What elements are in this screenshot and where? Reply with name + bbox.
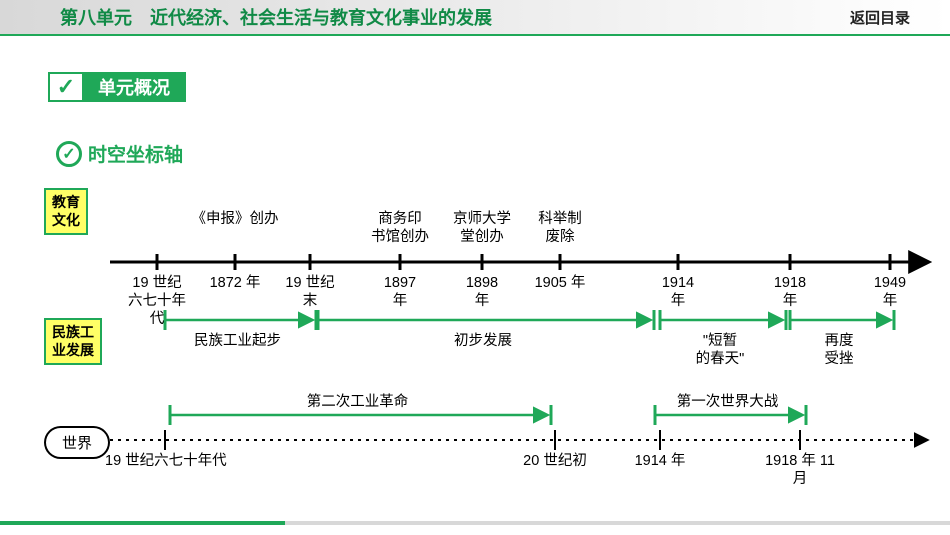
timeline-label: "短暂的春天" [660, 332, 780, 368]
timeline-label: 《申报》创办 [175, 210, 295, 228]
timeline-label: 初步发展 [423, 332, 543, 350]
timeline-label: 第一次世界大战 [668, 393, 788, 411]
timeline-label: 再度受挫 [779, 332, 899, 368]
timeline-label: 民族工业起步 [178, 332, 298, 350]
timeline-label: 19 世纪六七十年代 [105, 452, 225, 470]
timeline-label: 20 世纪初 [495, 452, 615, 470]
timeline-label: 1918 年 11月 [740, 452, 860, 488]
timeline-label: 1905 年 [500, 274, 620, 292]
timeline-label: 第二次工业革命 [298, 393, 418, 411]
timeline-label: 科举制废除 [500, 210, 620, 246]
footer-line [0, 521, 950, 525]
timeline-label: 1914 年 [600, 452, 720, 470]
timeline-label: 1949年 [830, 274, 950, 310]
timeline-label: 1914年 [618, 274, 738, 310]
